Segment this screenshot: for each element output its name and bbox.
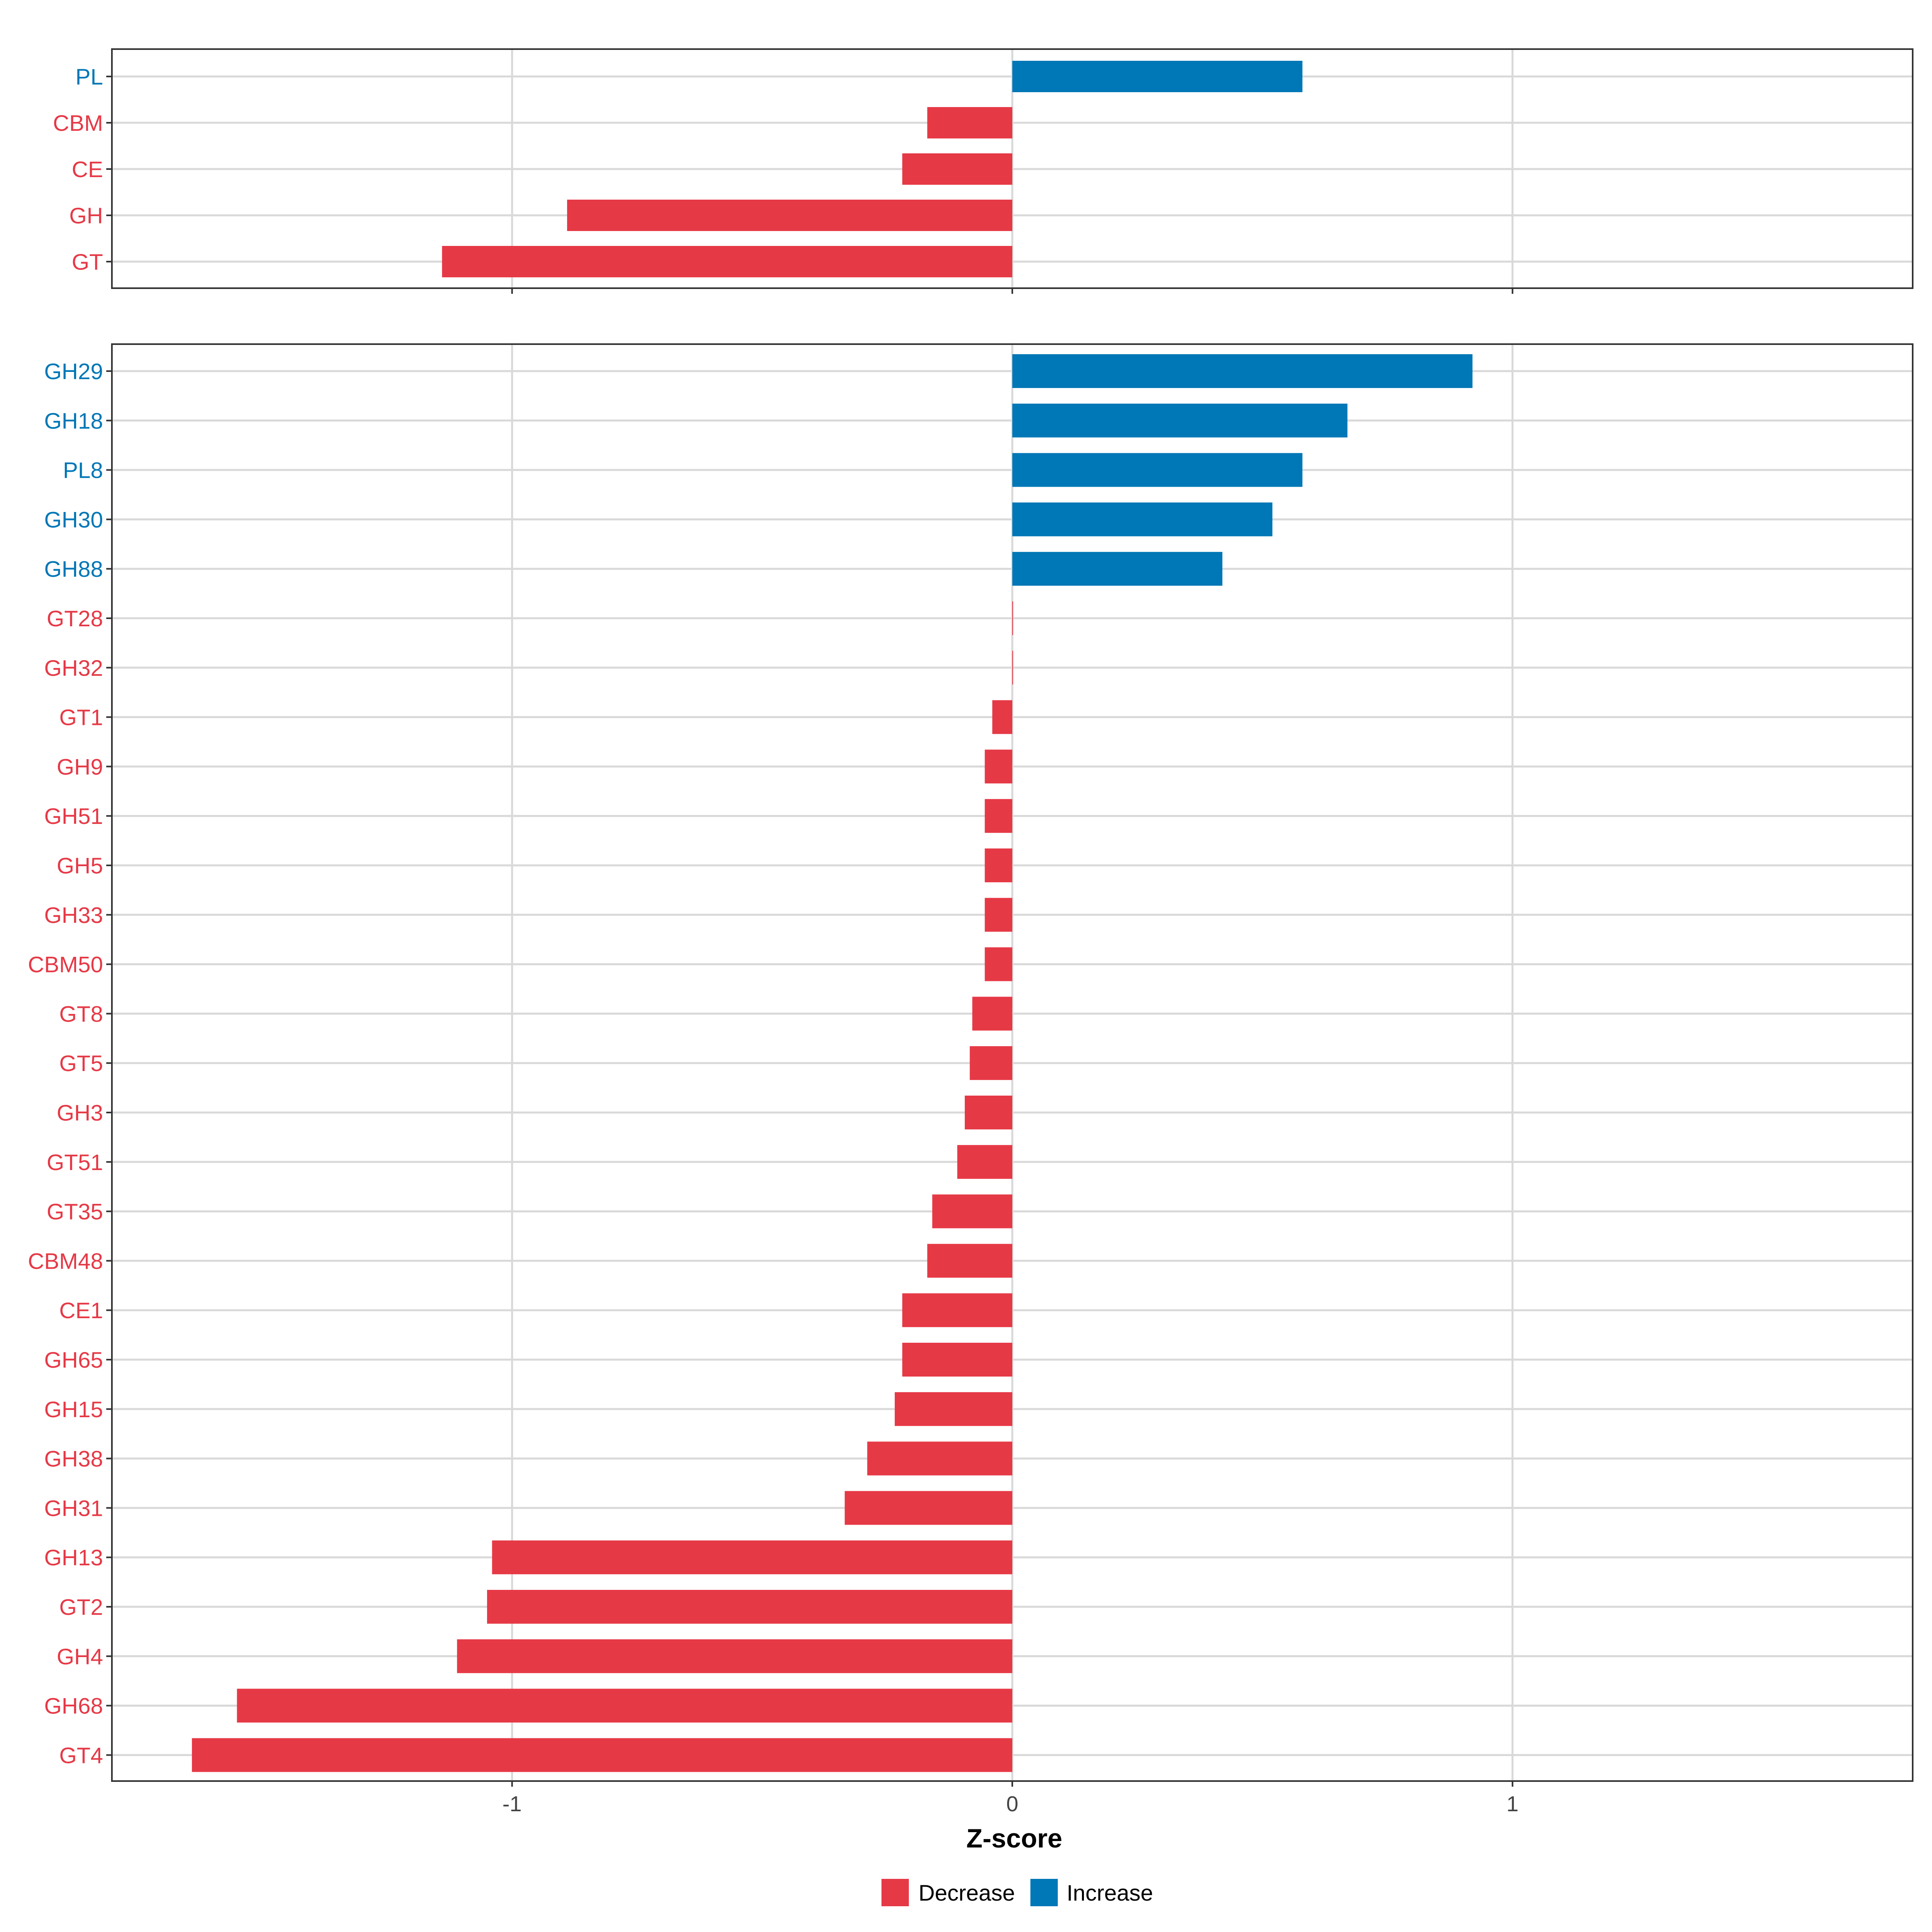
bar-gt8 — [972, 997, 1012, 1031]
y-tick-label-gt2: GT2 — [59, 1594, 103, 1620]
top-panel: PL CBM CE GH GT — [53, 48, 1913, 294]
y-tick-label-gh29: GH29 — [44, 359, 103, 384]
bar-gh3 — [964, 1096, 1012, 1129]
x-tick-label: 0 — [1006, 1792, 1018, 1816]
y-tick-label-gt5: GT5 — [59, 1051, 103, 1076]
y-tick-label-gh4: GH4 — [57, 1644, 103, 1669]
bar-gt1 — [992, 700, 1012, 734]
legend-swatch-increase — [1030, 1879, 1058, 1906]
bar-gh88 — [1012, 552, 1222, 586]
y-tick-label-ce: CE — [72, 157, 103, 182]
x-axis-title: Z-score — [966, 1823, 1062, 1853]
bar-gh33 — [985, 898, 1012, 932]
y-tick-label-cbm48: CBM48 — [28, 1248, 103, 1274]
bar-gh18 — [1012, 403, 1348, 438]
y-tick-label-cbm50: CBM50 — [28, 952, 103, 977]
y-tick-label-gt: GT — [72, 249, 103, 275]
bar-ce — [902, 153, 1012, 185]
y-tick-label-gt1: GT1 — [59, 705, 103, 730]
y-tick-label-gh31: GH31 — [44, 1495, 103, 1521]
bottom-panel: GH29 GH18 PL8 GH30 GH88 GT28 GH32 GT1 GH9 GH51 GH5… — [28, 343, 1913, 1787]
bar-gh4 — [457, 1639, 1012, 1673]
bar-gh68 — [237, 1688, 1012, 1723]
bar-gh15 — [894, 1392, 1012, 1426]
bar-pl — [1012, 61, 1302, 92]
bar-gh29 — [1012, 354, 1473, 388]
legend-swatch-decrease — [881, 1879, 909, 1906]
legend: Decrease Increase — [881, 1879, 1153, 1906]
bar-gh9 — [985, 749, 1012, 784]
y-tick-label-gh51: GH51 — [44, 803, 103, 829]
y-tick-label-gt35: GT35 — [47, 1199, 103, 1224]
bar-gt35 — [932, 1194, 1012, 1228]
bar-gh38 — [867, 1441, 1012, 1476]
bar-gh5 — [985, 848, 1012, 882]
y-tick-label-gt28: GT28 — [47, 606, 103, 631]
y-tick-label-gt51: GT51 — [47, 1150, 103, 1175]
y-tick-label-pl: PL — [76, 64, 103, 89]
y-tick-label-gh: GH — [69, 203, 103, 228]
bar-gh31 — [844, 1491, 1012, 1525]
x-tick-label: 1 — [1507, 1792, 1519, 1816]
y-tick-label-gt8: GT8 — [59, 1001, 103, 1026]
y-tick-label-gh65: GH65 — [44, 1347, 103, 1373]
legend-label-increase: Increase — [1067, 1880, 1153, 1905]
bar-gt51 — [957, 1145, 1012, 1179]
bar-gt4 — [192, 1738, 1012, 1772]
y-tick-label-gh3: GH3 — [57, 1100, 103, 1125]
y-tick-label-gt4: GT4 — [59, 1742, 103, 1768]
x-tick-label: -1 — [502, 1792, 522, 1816]
y-tick-label-pl8: PL8 — [63, 458, 103, 483]
y-tick-label-gh88: GH88 — [44, 556, 103, 582]
bar-pl8 — [1012, 453, 1302, 487]
bar-gh65 — [902, 1343, 1012, 1377]
legend-label-decrease: Decrease — [919, 1880, 1015, 1905]
y-tick-label-gh38: GH38 — [44, 1446, 103, 1472]
y-tick-label-gh9: GH9 — [57, 754, 103, 779]
bar-cbm48 — [927, 1244, 1012, 1278]
y-tick-label-gh33: GH33 — [44, 902, 103, 928]
y-tick-label-gh15: GH15 — [44, 1397, 103, 1422]
bar-ce1 — [902, 1293, 1012, 1327]
bar-gh13 — [492, 1540, 1012, 1575]
bar-cbm50 — [985, 947, 1012, 981]
bar-gh30 — [1012, 502, 1273, 537]
bar-gt5 — [970, 1046, 1012, 1080]
y-tick-label-gh32: GH32 — [44, 655, 103, 681]
y-tick-label-gh30: GH30 — [44, 507, 103, 532]
y-tick-label-gh13: GH13 — [44, 1545, 103, 1570]
y-tick-label-gh68: GH68 — [44, 1693, 103, 1719]
bar-gt2 — [487, 1590, 1012, 1624]
y-tick-label-ce1: CE1 — [59, 1298, 103, 1323]
bar-gt28 — [1012, 601, 1013, 635]
y-tick-label-gh18: GH18 — [44, 408, 103, 433]
bar-gh32 — [1012, 650, 1013, 685]
y-tick-label-cbm: CBM — [53, 110, 103, 136]
bar-gh51 — [985, 799, 1012, 833]
bar-gh — [567, 200, 1012, 231]
x-axis: -1 0 1 — [502, 1792, 1519, 1816]
y-tick-label-gh5: GH5 — [57, 853, 103, 878]
bar-cbm — [927, 107, 1012, 138]
bar-gt — [442, 246, 1012, 277]
